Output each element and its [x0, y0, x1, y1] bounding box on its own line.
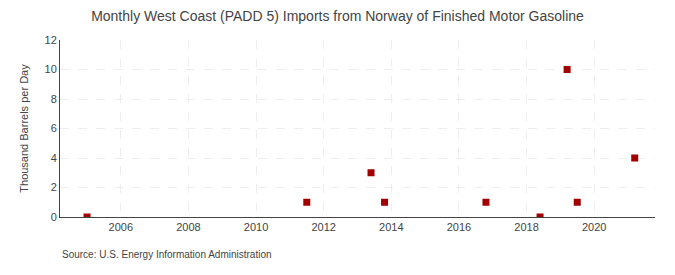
svg-text:2010: 2010	[244, 221, 268, 233]
svg-text:2018: 2018	[514, 221, 538, 233]
svg-text:2012: 2012	[311, 221, 335, 233]
svg-text:10: 10	[45, 63, 57, 75]
svg-text:8: 8	[51, 93, 57, 105]
svg-text:2020: 2020	[582, 221, 606, 233]
svg-text:2: 2	[51, 181, 57, 193]
svg-text:6: 6	[51, 122, 57, 134]
svg-text:12: 12	[45, 34, 57, 46]
svg-text:0: 0	[51, 211, 57, 223]
svg-text:2016: 2016	[447, 221, 471, 233]
svg-text:Thousand Barrels per Day: Thousand Barrels per Day	[18, 64, 30, 193]
svg-text:Monthly West Coast (PADD 5) Im: Monthly West Coast (PADD 5) Imports from…	[91, 8, 584, 24]
svg-text:2008: 2008	[176, 221, 200, 233]
svg-text:Source: U.S. Energy Informatio: Source: U.S. Energy Information Administ…	[62, 249, 272, 260]
svg-text:2014: 2014	[379, 221, 403, 233]
svg-text:2006: 2006	[109, 221, 133, 233]
svg-text:4: 4	[51, 152, 57, 164]
